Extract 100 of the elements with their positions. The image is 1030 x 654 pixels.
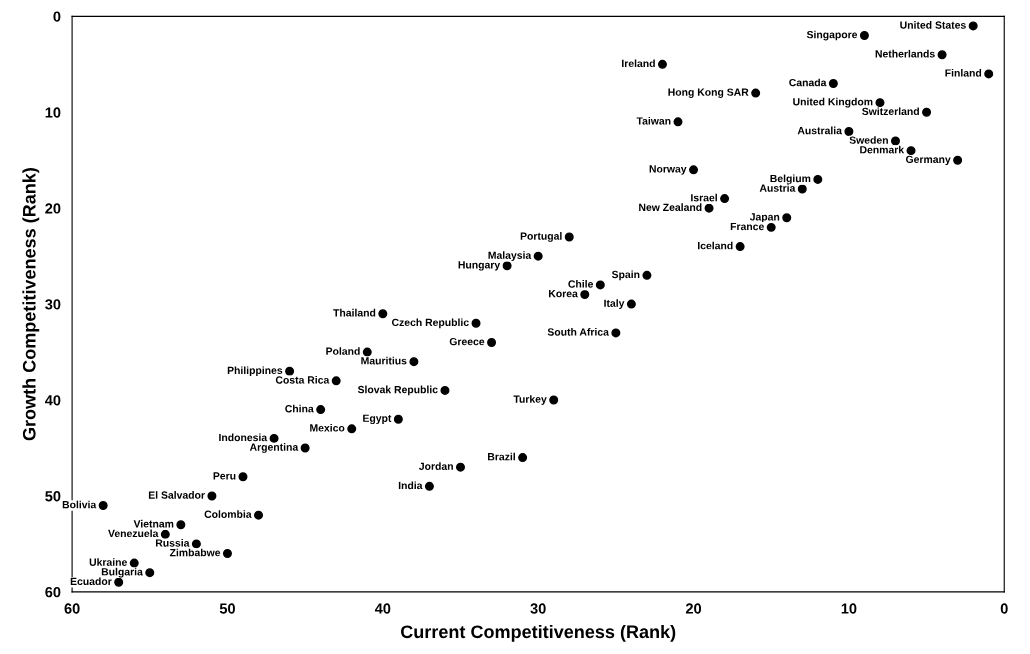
point xyxy=(642,270,652,280)
point xyxy=(98,501,108,511)
point xyxy=(487,337,497,347)
point xyxy=(564,232,574,242)
annotation: Poland xyxy=(326,347,360,355)
point xyxy=(782,213,792,223)
annotation: Jordan xyxy=(418,462,453,470)
point xyxy=(704,203,714,213)
annotation: Norway xyxy=(649,165,687,175)
annotation: Sweden xyxy=(849,136,888,144)
point xyxy=(471,318,481,328)
point xyxy=(222,549,232,559)
x-tick-label: 0 xyxy=(1000,603,1008,614)
annotation: Taiwan xyxy=(636,117,671,125)
annotation: Finland xyxy=(945,69,982,77)
annotation: Portugal xyxy=(520,232,562,242)
annotation: India xyxy=(398,481,423,490)
point xyxy=(735,242,745,252)
annotation: Austria xyxy=(759,184,796,192)
annotation: Mauritius xyxy=(361,356,407,365)
annotation: Russia xyxy=(155,539,190,547)
annotation: Czech Republic xyxy=(391,318,469,329)
annotation: United Kingdom xyxy=(793,97,873,108)
point xyxy=(129,558,139,568)
point xyxy=(347,424,357,434)
point xyxy=(844,126,854,136)
point xyxy=(595,280,605,290)
annotation: South Africa xyxy=(547,328,609,336)
annotation: Israel xyxy=(691,193,717,202)
point xyxy=(145,568,155,578)
point xyxy=(409,357,419,367)
annotation: Brazil xyxy=(488,452,515,461)
point xyxy=(626,299,636,309)
point xyxy=(378,309,388,319)
annotation: Thailand xyxy=(333,308,376,317)
annotation: Vietnam xyxy=(133,519,174,528)
annotation: El Salvador xyxy=(148,491,205,499)
annotation: Spain xyxy=(611,270,640,281)
annotation: Venezuela xyxy=(108,529,159,538)
annotation: Ireland xyxy=(622,59,655,68)
point xyxy=(689,165,699,175)
y-tick-label: 50 xyxy=(45,491,61,502)
point xyxy=(813,174,823,184)
y-tick-label: 60 xyxy=(45,586,61,598)
annotation: Costa Rica xyxy=(275,375,330,384)
annotation: United States xyxy=(900,21,966,29)
annotation: Bulgaria xyxy=(101,567,143,578)
annotation: France xyxy=(730,222,764,231)
point xyxy=(176,520,186,530)
y-tick-label: 20 xyxy=(45,203,61,214)
point xyxy=(518,453,528,463)
point xyxy=(797,184,807,194)
annotation: Zimbabwe xyxy=(169,548,221,557)
x-tick-label: 30 xyxy=(530,603,546,614)
annotation: Canada xyxy=(789,78,827,87)
annotation: Philippines xyxy=(227,366,283,377)
y-tick-label: 40 xyxy=(44,395,61,406)
point xyxy=(316,405,326,415)
annotation: Peru xyxy=(213,472,236,480)
point xyxy=(720,194,730,204)
point xyxy=(580,290,590,300)
annotation: Indonesia xyxy=(219,433,268,442)
point xyxy=(984,69,994,79)
point xyxy=(953,155,963,165)
point xyxy=(766,222,776,232)
annotation: Hungary xyxy=(458,261,501,271)
annotation: Japan xyxy=(749,213,780,223)
annotation: Germany xyxy=(905,155,951,166)
x-tick-label: 10 xyxy=(841,603,857,614)
point xyxy=(238,472,248,482)
annotation: Hong Kong SAR xyxy=(668,88,749,98)
point xyxy=(254,510,264,520)
annotation: New Zealand xyxy=(639,203,702,211)
point xyxy=(657,59,667,69)
annotation: Ecuador xyxy=(70,577,112,586)
annotation: Mexico xyxy=(310,423,345,432)
annotation: Turkey xyxy=(513,395,547,405)
annotation: Denmark xyxy=(860,145,905,154)
x-tick-label: 20 xyxy=(685,603,702,614)
annotation: Ukraine xyxy=(89,558,127,566)
point xyxy=(906,146,916,156)
point xyxy=(673,117,683,127)
annotation: Egypt xyxy=(363,414,392,425)
annotation: Australia xyxy=(797,126,843,135)
point xyxy=(300,443,310,453)
annotation: Colombia xyxy=(204,510,252,518)
point xyxy=(160,529,170,539)
point xyxy=(502,261,512,271)
point xyxy=(890,136,900,146)
x-tick-label: 50 xyxy=(219,603,235,614)
annotation: Singapore xyxy=(806,30,858,41)
x-axis-title: Current Competitiveness (Rank) xyxy=(400,624,676,642)
point xyxy=(859,31,869,41)
annotation: Argentina xyxy=(249,443,299,453)
annotation: Greece xyxy=(449,337,485,346)
point xyxy=(549,395,559,405)
point xyxy=(362,347,372,357)
annotation: Iceland xyxy=(698,241,733,250)
annotation: Belgium xyxy=(770,174,811,185)
annotation: Bolivia xyxy=(62,500,97,509)
